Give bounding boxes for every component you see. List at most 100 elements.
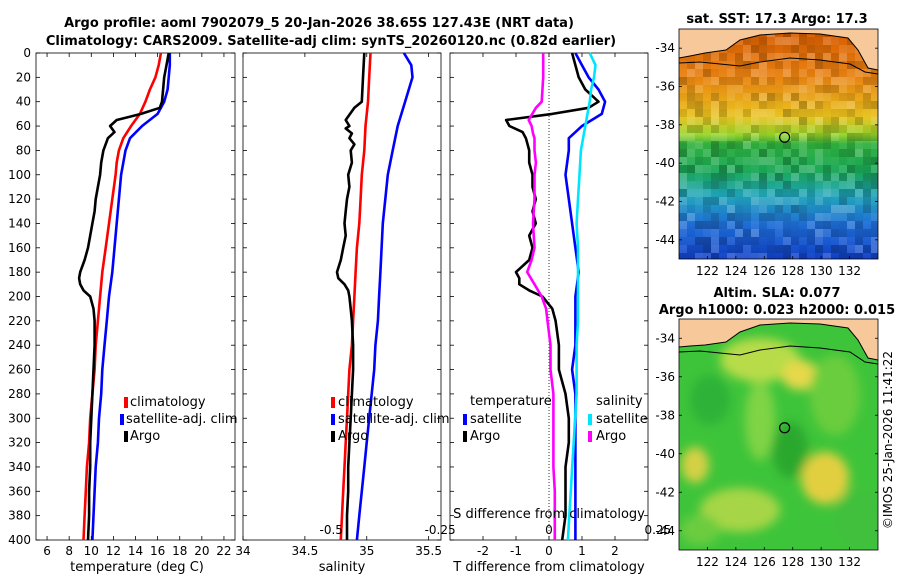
sst-pixel: [847, 237, 855, 245]
sst-pixel: [831, 197, 839, 205]
sst-pixel: [791, 61, 799, 69]
sst-pixel: [783, 45, 791, 53]
sst-pixel: [863, 173, 871, 181]
sst-pixel: [799, 165, 807, 173]
sst-pixel: [815, 133, 823, 141]
sst-pixel: [695, 205, 703, 213]
sst-pixel: [711, 117, 719, 125]
sst-pixel: [703, 205, 711, 213]
sst-pixel: [695, 117, 703, 125]
sst-pixel: [743, 173, 751, 181]
sst-pixel: [815, 197, 823, 205]
sst-pixel: [743, 181, 751, 189]
sst-pixel: [831, 221, 839, 229]
sst-pixel: [791, 141, 799, 149]
legend-label-climatology: climatology: [130, 395, 206, 410]
sst-pixel: [807, 141, 815, 149]
sst-pixel: [799, 141, 807, 149]
sst-pixel: [775, 189, 783, 197]
sst-pixel: [711, 85, 719, 93]
sst-pixel: [759, 245, 767, 253]
sst-pixel: [863, 77, 871, 85]
sst-pixel: [743, 69, 751, 77]
sst-pixel: [743, 117, 751, 125]
sst-pixel: [687, 61, 695, 69]
sst-pixel: [799, 117, 807, 125]
sst-pixel: [775, 149, 783, 157]
sst-pixel: [799, 205, 807, 213]
sst-pixel: [719, 149, 727, 157]
sst-pixel: [751, 77, 759, 85]
sst-pixel: [695, 189, 703, 197]
land-australia: [679, 319, 878, 360]
sst-pixel: [759, 69, 767, 77]
sst-pixel: [823, 197, 831, 205]
sst-pixel: [759, 173, 767, 181]
sst-pixel: [855, 157, 863, 165]
sla-anomaly: [810, 355, 860, 435]
sst-pixel: [847, 181, 855, 189]
sst-pixel: [687, 173, 695, 181]
sst-pixel: [823, 117, 831, 125]
sst-pixel: [823, 221, 831, 229]
sst-pixel: [703, 157, 711, 165]
sst-pixel: [815, 165, 823, 173]
sst-pixel: [863, 125, 871, 133]
sst-pixel: [695, 173, 703, 181]
sst-pixel: [775, 77, 783, 85]
depth-tick-label: 160: [8, 241, 31, 255]
sst-pixel: [823, 133, 831, 141]
sst-pixel: [679, 109, 687, 117]
sst-pixel: [695, 165, 703, 173]
sst-pixel: [751, 165, 759, 173]
sst-pixel: [871, 101, 878, 109]
sst-pixel: [783, 189, 791, 197]
map-lat-label: -40: [655, 156, 675, 170]
sst-pixel: [751, 117, 759, 125]
sst-pixel: [711, 109, 719, 117]
sst-pixel: [799, 189, 807, 197]
map-lon-label: 128: [781, 264, 804, 278]
sst-pixel: [735, 85, 743, 93]
sst-pixel: [767, 221, 775, 229]
top-x-tick-label: -0.25: [425, 523, 456, 537]
sst-pixel: [735, 93, 743, 101]
sst-pixel: [799, 53, 807, 61]
x-tick-label: 18: [172, 544, 187, 558]
legend-swatch-t-argo: [463, 431, 467, 442]
sst-pixel: [751, 125, 759, 133]
sst-pixel: [807, 205, 815, 213]
sla-anomaly: [782, 360, 818, 390]
depth-tick-label: 260: [8, 363, 31, 377]
sst-pixel: [719, 133, 727, 141]
sst-pixel: [719, 181, 727, 189]
sst-pixel: [751, 221, 759, 229]
sst-pixel: [687, 101, 695, 109]
sst-pixel: [695, 125, 703, 133]
sst-pixel: [807, 149, 815, 157]
legend-label-satellite: satellite-adj. clim: [126, 412, 238, 427]
sst-pixel: [839, 245, 847, 253]
sla-anomaly: [745, 380, 775, 460]
sst-pixel: [727, 189, 735, 197]
sst-pixel: [815, 237, 823, 245]
sst-pixel: [703, 85, 711, 93]
depth-tick-label: 240: [8, 338, 31, 352]
sla-anomaly: [680, 515, 720, 545]
sst-pixel: [847, 245, 855, 253]
sst-pixel: [855, 197, 863, 205]
sst-pixel: [847, 69, 855, 77]
sst-pixel: [831, 77, 839, 85]
legend-label-t-argo: Argo: [470, 429, 500, 444]
sst-pixel: [839, 93, 847, 101]
sst-pixel: [839, 189, 847, 197]
sst-pixel: [759, 117, 767, 125]
sst-pixel: [711, 77, 719, 85]
plot-frame: [35, 52, 236, 541]
legend-swatch-s-satellite: [588, 414, 592, 425]
sst-pixel: [791, 149, 799, 157]
sst-pixel: [871, 157, 878, 165]
sst-pixel: [719, 61, 727, 69]
sla-anomaly: [700, 488, 780, 532]
sst-pixel: [831, 245, 839, 253]
